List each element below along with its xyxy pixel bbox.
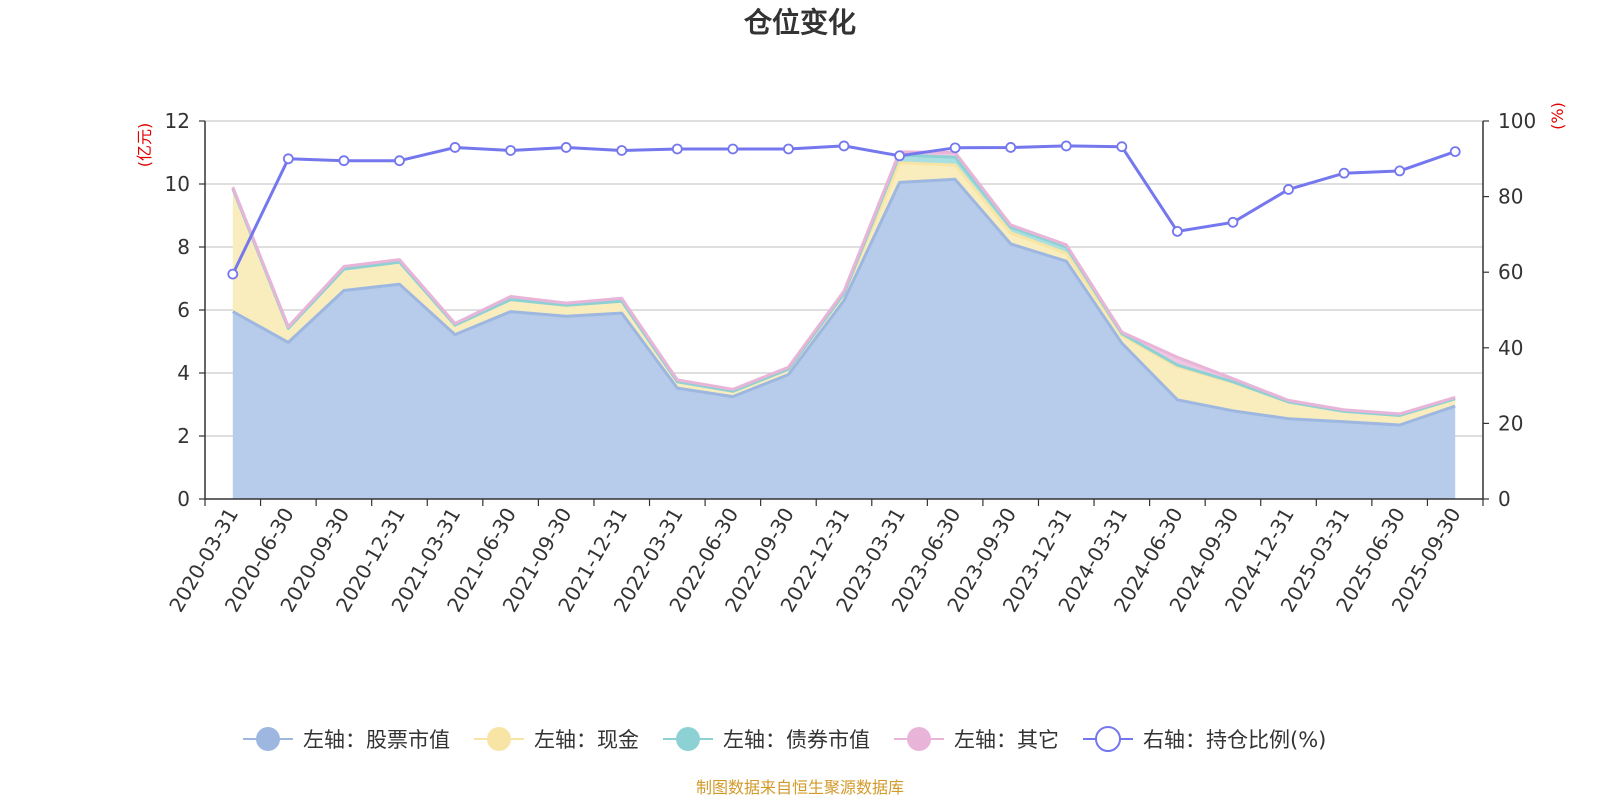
- ratio-point-2021-06-30: [505, 145, 517, 156]
- ratio-point-2022-12-31: [838, 140, 850, 152]
- ratio-point-2024-09-30: [1227, 216, 1239, 228]
- legend-marker-icon: [256, 727, 280, 751]
- left-axis-tick-label: 12: [165, 109, 190, 133]
- area-左轴：股票市值: [232, 179, 1456, 500]
- area-series-layer: [231, 150, 1456, 500]
- right-axis-tick-label: 60: [1498, 260, 1523, 284]
- right-axis-tick-label: 100: [1498, 109, 1536, 133]
- left-axis-tick-label: 6: [177, 298, 190, 322]
- legend-label: 左轴：其它: [954, 728, 1059, 752]
- line-左轴：股票市值: [232, 177, 1456, 427]
- ratio-point-2023-03-31: [894, 150, 905, 162]
- ratio-point-2020-06-30: [282, 153, 294, 165]
- ratio-point-2021-09-30: [560, 142, 572, 153]
- right-axis-tick-label: 0: [1498, 487, 1511, 511]
- legend-label: 左轴：股票市值: [303, 728, 450, 752]
- legend-item[interactable]: 左轴：债券市值: [663, 727, 870, 752]
- left-axis-tick-label: 4: [177, 361, 190, 385]
- left-axis-tick-label: 8: [177, 235, 190, 259]
- right-axis-unit-label: (%): [1548, 102, 1567, 130]
- ratio-point-2024-03-31: [1116, 141, 1128, 153]
- legend-item[interactable]: 左轴：现金: [474, 727, 639, 752]
- legend-marker-icon: [676, 727, 700, 751]
- ratio-point-2025-03-31: [1338, 167, 1350, 179]
- ratio-point-2022-06-30: [727, 143, 739, 155]
- ratio-point-2020-09-30: [338, 155, 350, 167]
- ratio-point-2022-09-30: [783, 143, 794, 155]
- ratio-point-2023-12-31: [1060, 140, 1072, 152]
- ratio-point-2022-03-31: [671, 143, 683, 155]
- legend-label: 左轴：现金: [534, 728, 639, 752]
- left-axis-unit-label: (亿元): [135, 123, 154, 168]
- legend-item[interactable]: 左轴：其它: [894, 727, 1059, 752]
- right-axis-tick-label: 40: [1498, 336, 1523, 360]
- ratio-point-2021-03-31: [449, 142, 461, 153]
- legend-label: 右轴：持仓比例(%): [1143, 728, 1326, 752]
- ratio-point-2021-12-31: [616, 145, 628, 156]
- legend-label: 左轴：债券市值: [723, 728, 870, 752]
- line-左轴：其它: [231, 150, 1456, 416]
- ratio-point-2025-09-30: [1449, 146, 1461, 158]
- ratio-point-2025-06-30: [1394, 165, 1406, 177]
- legend-marker-icon: [907, 727, 931, 751]
- left-axis-tick-label: 0: [177, 487, 190, 511]
- legend-marker-icon: [1095, 726, 1121, 752]
- right-axis-tick-label: 20: [1498, 411, 1523, 435]
- ratio-point-2023-06-30: [949, 142, 961, 154]
- ratio-point-2020-12-31: [394, 155, 405, 167]
- data-source-note: 制图数据来自恒生聚源数据库: [696, 778, 904, 797]
- legend-item[interactable]: 左轴：股票市值: [243, 727, 450, 752]
- legend-item[interactable]: 右轴：持仓比例(%): [1083, 726, 1326, 752]
- ratio-point-2023-09-30: [1005, 142, 1017, 153]
- legend[interactable]: 左轴：股票市值 左轴：现金 左轴：债券市值 左轴：其它 右轴：持仓比例(%): [243, 726, 1326, 752]
- legend-marker-icon: [487, 727, 511, 751]
- line-series-layer: [227, 140, 1461, 280]
- ratio-point-2024-12-31: [1283, 184, 1294, 195]
- chart-title: 仓位变化: [744, 6, 856, 39]
- ratio-point-2020-03-31: [227, 268, 239, 280]
- left-axis-tick-label: 10: [165, 172, 190, 196]
- left-axis-tick-label: 2: [177, 424, 190, 448]
- ratio-point-2024-06-30: [1171, 225, 1183, 237]
- series-line-ratio: [231, 144, 1456, 275]
- right-axis-tick-label: 80: [1498, 185, 1523, 209]
